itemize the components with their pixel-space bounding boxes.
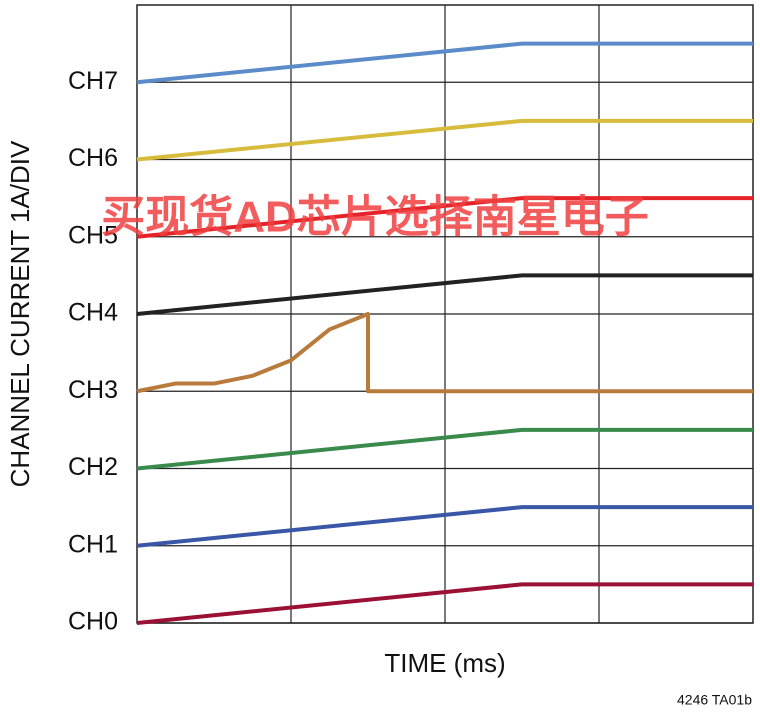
y-axis-label: CHANNEL CURRENT 1A/DIV	[5, 140, 35, 487]
y-tick-label: CH7	[68, 67, 118, 95]
y-tick-label: CH1	[68, 530, 118, 558]
y-tick-label: CH4	[68, 299, 118, 327]
figure-id: 4246 TA01b	[677, 692, 752, 708]
series-line	[136, 196, 753, 239]
series-line	[136, 273, 753, 316]
y-tick-label: CH2	[68, 453, 118, 481]
series-line	[136, 312, 753, 394]
y-tick-label: CH3	[68, 376, 118, 404]
series-line	[136, 118, 753, 162]
series-line	[136, 41, 753, 85]
y-tick-label: CH0	[68, 608, 118, 636]
series-line	[136, 427, 753, 471]
y-tick-label: CH6	[68, 144, 118, 172]
series-line	[136, 582, 753, 625]
x-axis-label: TIME (ms)	[384, 648, 505, 678]
watermark: 买现货AD芯片选择南星电子	[101, 193, 649, 242]
y-tick-label: CH5	[68, 221, 118, 249]
series-line	[136, 505, 753, 548]
